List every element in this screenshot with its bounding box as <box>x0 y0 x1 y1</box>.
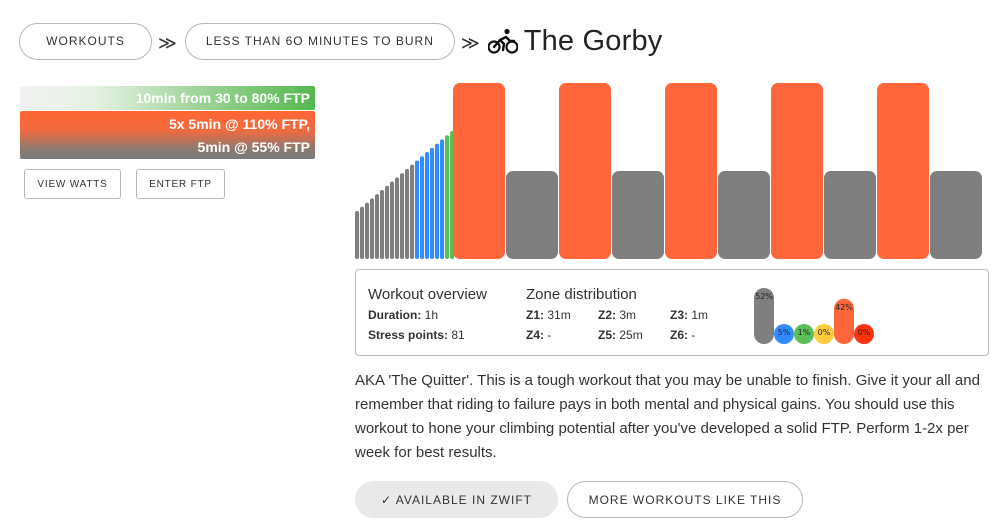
zone-distribution-chart: 52% 5% 1% 0% 42% 0% <box>754 288 874 344</box>
segment-warmup-text: 10min from 30 to 80% FTP <box>135 90 310 106</box>
zone-percent-label: 0% <box>818 328 831 337</box>
page-title: The Gorby <box>523 24 663 57</box>
ramp-bar <box>380 189 385 259</box>
ramp-bar <box>355 211 360 259</box>
interval-rest-bar <box>506 171 558 259</box>
zone-label: Z2: <box>598 308 616 322</box>
zone-value: - <box>547 328 552 342</box>
zone-z4: Z4: - <box>526 328 551 342</box>
ramp-bar <box>390 181 395 259</box>
ramp-bar <box>415 160 420 259</box>
segment-warmup: 10min from 30 to 80% FTP <box>20 86 315 110</box>
ramp-bar <box>370 198 375 259</box>
interval-rest-bar <box>824 171 876 259</box>
ramp-bar <box>405 168 410 259</box>
interval-rest-bar <box>718 171 770 259</box>
ramp-bar <box>435 143 440 259</box>
breadcrumb: WORKOUTS ≫ LESS THAN 6o MINUTES TO BURN … <box>19 22 663 60</box>
zone-value: - <box>691 328 696 342</box>
available-in-zwift-button[interactable]: ✓ AVAILABLE IN ZWIFT <box>355 481 558 518</box>
segment-intervals-line1: 5x 5min @ 110% FTP, <box>168 116 310 132</box>
ramp-bar <box>400 173 405 259</box>
zone-bar <box>854 324 874 344</box>
cyclist-icon <box>487 28 518 54</box>
zone-value: 25m <box>619 328 643 342</box>
segment-intervals-line2: 5min @ 55% FTP <box>197 139 310 155</box>
view-watts-button[interactable]: VIEW WATTS <box>24 169 121 199</box>
ramp-bar <box>425 152 430 259</box>
ramp-bar <box>365 202 370 259</box>
ramp-bar <box>395 177 400 259</box>
interval-rest-bar <box>930 171 982 259</box>
zone-label: Z1: <box>526 308 544 322</box>
zone-label: Z3: <box>670 308 688 322</box>
ramp-bar <box>420 156 425 259</box>
zone-z6: Z6: - <box>670 328 695 342</box>
zone-percent-label: 52% <box>755 292 773 301</box>
duration-value: 1h <box>424 308 439 322</box>
zone-bar <box>754 288 774 344</box>
zone-percent-label: 42% <box>835 303 853 312</box>
zone-z5: Z5: 25m <box>598 328 643 342</box>
workout-overview-card: Workout overview Duration: 1h Stress poi… <box>355 269 989 356</box>
ramp-bar <box>445 135 450 259</box>
duration-label: Duration: <box>368 308 422 322</box>
workout-description: AKA 'The Quitter'. This is a tough worko… <box>355 372 980 461</box>
ramp-bar <box>440 139 445 259</box>
zone-z1: Z1: 31m <box>526 308 571 322</box>
zone-value: 1m <box>691 308 709 322</box>
interval-work-bar <box>665 83 717 259</box>
workout-title-wrap: The Gorby <box>487 24 663 58</box>
zone-bar <box>794 324 814 344</box>
zone-value: 3m <box>619 308 637 322</box>
segment-intervals: 5x 5min @ 110% FTP, 5min @ 55% FTP <box>20 111 315 159</box>
enter-ftp-button[interactable]: ENTER FTP <box>136 169 225 199</box>
breadcrumb-category-link[interactable]: LESS THAN 6o MINUTES TO BURN <box>184 22 455 60</box>
breadcrumb-separator: ≫ <box>158 32 177 54</box>
zone-distribution-title: Zone distribution <box>526 286 637 303</box>
zone-percent-label: 0% <box>858 328 871 337</box>
zone-label: Z6: <box>670 328 688 342</box>
workout-graph <box>355 83 982 259</box>
stress-label: Stress points: <box>368 328 449 342</box>
ramp-bar <box>385 185 390 259</box>
duration-line: Duration: 1h <box>368 308 438 322</box>
interval-rest-bar <box>612 171 664 259</box>
interval-work-bar <box>877 83 929 259</box>
ramp-bar <box>375 194 380 259</box>
zone-value: 31m <box>547 308 571 322</box>
interval-work-bar <box>453 83 505 259</box>
interval-work-bar <box>771 83 823 259</box>
zone-bar <box>774 324 794 344</box>
breadcrumb-separator: ≫ <box>460 32 480 54</box>
breadcrumb-workouts-link[interactable]: WORKOUTS <box>19 22 152 60</box>
zone-z2: Z2: 3m <box>598 308 636 322</box>
zone-label: Z4: <box>526 328 544 342</box>
zone-percent-label: 1% <box>798 328 811 337</box>
zone-z3: Z3: 1m <box>670 308 708 322</box>
stress-value: 81 <box>451 328 465 342</box>
ramp-bar <box>360 206 365 259</box>
interval-work-bar <box>559 83 611 259</box>
ramp-bar <box>410 164 415 259</box>
overview-title: Workout overview <box>368 286 487 303</box>
zone-bar <box>814 324 834 344</box>
zone-label: Z5: <box>598 328 616 342</box>
zone-percent-label: 5% <box>778 328 791 337</box>
ramp-bar <box>430 147 435 259</box>
zone-bar <box>834 298 854 344</box>
stress-line: Stress points: 81 <box>368 328 465 342</box>
more-workouts-button[interactable]: MORE WORKOUTS LIKE THIS <box>567 481 803 518</box>
